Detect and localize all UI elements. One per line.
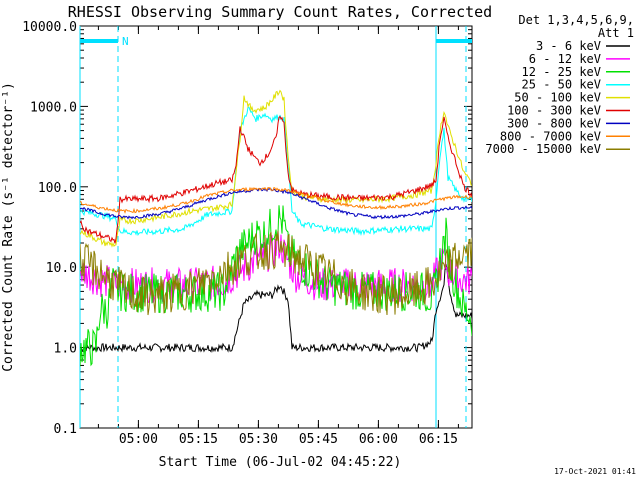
y-tick-label: 1.0	[54, 342, 77, 357]
series-line-7000-15000-kev	[80, 230, 472, 316]
legend-label: 300 - 800 keV	[507, 116, 601, 130]
legend-label: 100 - 300 keV	[507, 104, 601, 118]
x-tick-label: 06:00	[359, 432, 398, 447]
x-tick-label: 06:15	[419, 432, 458, 447]
series-line-300-800-kev	[80, 187, 472, 220]
series-line-50-100-kev	[80, 89, 472, 248]
x-tick-label: 05:30	[239, 432, 278, 447]
series-line-3-6-kev	[80, 264, 472, 354]
x-tick-label: 05:15	[179, 432, 218, 447]
series-lines	[80, 89, 472, 367]
legend-label: 12 - 25 keV	[522, 65, 601, 79]
legend-header-line1: Det 1,3,4,5,6,9,	[518, 13, 634, 27]
legend-header-line2: Att 1	[598, 26, 634, 40]
x-axis: 05:00 05:15 05:30 05:45 06:00 06:15	[97, 26, 459, 447]
y-tick-label: 10.0	[46, 261, 77, 276]
legend-label: 6 - 12 keV	[529, 52, 601, 66]
y-tick-label: 10000.0	[22, 20, 77, 35]
x-tick-label: 05:45	[299, 432, 338, 447]
legend-label: 3 - 6 keV	[536, 39, 601, 53]
series-line-100-300-kev	[80, 115, 472, 244]
legend-label: 7000 - 15000 keV	[485, 142, 601, 156]
night-bar-label: N	[122, 35, 129, 48]
series-line-800-7000-kev	[80, 186, 472, 214]
time-markers: N	[79, 26, 472, 428]
legend-label: 50 - 100 keV	[514, 91, 601, 105]
series-line-25-50-kev	[80, 106, 472, 237]
y-axis-label: Corrected Count Rate (s⁻¹ detector⁻¹)	[1, 82, 16, 372]
x-axis-label: Start Time (06-Jul-02 04:45:22)	[159, 455, 402, 470]
plot-frame	[79, 25, 473, 429]
legend-label: 25 - 50 keV	[522, 78, 601, 92]
footer-timestamp: 17-Oct-2021 01:41	[554, 467, 636, 476]
y-tick-label: 1000.0	[30, 100, 77, 115]
y-tick-label: 0.1	[54, 422, 77, 437]
y-tick-label: 100.0	[38, 181, 77, 196]
series-line-6-12-kev	[80, 230, 472, 304]
x-tick-label: 05:00	[119, 432, 158, 447]
legend-label: 800 - 7000 keV	[500, 129, 601, 143]
chart-title: RHESSI Observing Summary Count Rates, Co…	[68, 3, 492, 21]
y-axis: 0.1 1.0 10.0 100.0 1000.0 10000.0	[22, 20, 472, 437]
